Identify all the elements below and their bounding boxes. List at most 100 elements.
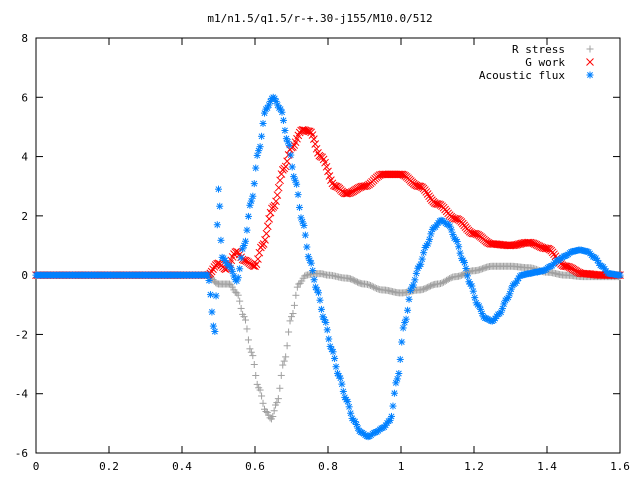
data-point <box>316 296 324 304</box>
data-point <box>469 287 477 295</box>
data-point <box>526 238 535 247</box>
data-point <box>213 221 221 229</box>
data-point <box>252 371 260 379</box>
data-point <box>286 317 294 325</box>
data-point <box>331 354 339 362</box>
data-point <box>277 371 285 379</box>
data-point <box>225 280 233 288</box>
data-point <box>213 259 221 268</box>
data-point <box>270 407 278 415</box>
x-tick-label: 0 <box>33 460 40 473</box>
data-point <box>444 275 452 283</box>
data-point <box>234 291 242 299</box>
data-point <box>292 291 300 299</box>
data-point <box>395 370 403 378</box>
data-point <box>259 399 267 407</box>
legend-marker-asterisk-icon <box>586 71 594 79</box>
data-point <box>317 305 325 313</box>
data-point <box>246 345 254 353</box>
data-point <box>418 255 426 263</box>
data-point <box>462 265 470 273</box>
data-point <box>276 384 284 392</box>
data-point <box>280 357 288 365</box>
data-point <box>250 361 258 369</box>
y-tick-label: 8 <box>21 32 28 45</box>
data-point <box>250 180 258 188</box>
data-point <box>339 387 347 395</box>
data-point <box>413 182 422 190</box>
data-point <box>398 338 406 346</box>
data-point <box>242 316 250 324</box>
data-point <box>279 116 287 124</box>
data-point <box>208 308 216 316</box>
data-point <box>397 170 405 179</box>
data-point <box>402 315 410 323</box>
data-point <box>390 389 398 397</box>
data-point <box>249 352 257 360</box>
data-point <box>242 237 250 245</box>
data-point <box>456 249 464 257</box>
data-point <box>323 326 331 334</box>
y-tick-label: -2 <box>15 328 28 341</box>
data-point <box>301 272 309 280</box>
data-point <box>293 180 301 188</box>
data-point <box>331 182 340 191</box>
data-point <box>281 162 290 171</box>
data-point <box>329 348 337 356</box>
data-point <box>296 203 304 211</box>
data-point <box>259 119 267 127</box>
data-point <box>206 291 214 299</box>
data-point <box>240 313 248 321</box>
data-point <box>365 281 373 289</box>
data-point <box>209 322 217 330</box>
data-point <box>252 164 260 172</box>
data-point <box>425 235 433 243</box>
data-point <box>300 221 308 229</box>
data-point <box>288 163 296 171</box>
data-point <box>616 271 624 279</box>
data-point <box>236 297 244 305</box>
data-point <box>455 243 463 251</box>
data-point <box>450 214 459 223</box>
data-point <box>244 336 252 344</box>
y-tick-label: 6 <box>21 91 28 104</box>
data-point <box>273 399 281 407</box>
data-point <box>258 392 266 400</box>
data-point <box>237 304 245 312</box>
data-point <box>324 167 332 176</box>
data-point <box>269 413 277 421</box>
x-tick-label: 0.4 <box>172 460 192 473</box>
data-point <box>243 226 251 234</box>
y-tick-label: 0 <box>21 269 28 282</box>
data-point <box>562 262 571 271</box>
data-point <box>437 280 445 288</box>
data-point <box>325 172 334 180</box>
plot-data <box>32 93 624 441</box>
x-tick-label: 0.2 <box>99 460 119 473</box>
data-point <box>315 289 323 297</box>
data-point <box>396 355 404 363</box>
data-point <box>272 197 280 206</box>
legend-marker-plus-icon <box>586 45 594 53</box>
data-point <box>262 229 271 238</box>
data-point <box>294 191 302 199</box>
data-point <box>302 127 311 135</box>
data-point <box>308 131 317 139</box>
x-tick-label: 1 <box>398 460 405 473</box>
data-point <box>274 395 282 403</box>
data-point <box>254 255 262 263</box>
data-point <box>336 374 344 382</box>
data-point <box>247 348 255 356</box>
data-point <box>234 248 243 257</box>
data-point <box>307 259 315 267</box>
data-point <box>258 132 266 140</box>
y-tick-label: -6 <box>15 447 28 460</box>
data-point <box>253 151 261 159</box>
data-point <box>281 126 289 134</box>
x-tick-label: 0.8 <box>318 460 338 473</box>
data-point <box>261 236 269 244</box>
data-point <box>295 280 303 288</box>
data-point <box>344 398 352 406</box>
legend-marker-cross-icon <box>586 58 594 66</box>
